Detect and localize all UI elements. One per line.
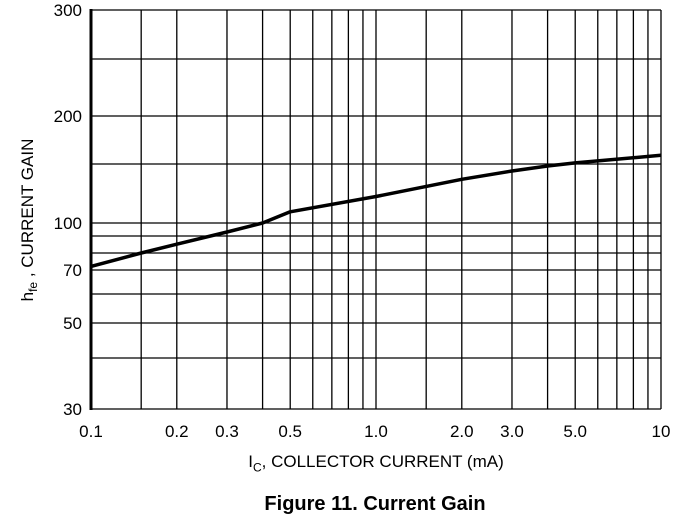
- x-tick-label: 3.0: [500, 422, 524, 441]
- figure-title: Figure 11. Current Gain: [264, 493, 486, 515]
- y-tick-label: 50: [63, 314, 82, 333]
- y-tick-label: 70: [63, 261, 82, 280]
- x-axis-label: IC, COLLECTOR CURRENT (mA): [248, 452, 504, 475]
- x-tick-label: 1.0: [364, 422, 388, 441]
- y-tick-label: 300: [54, 1, 82, 20]
- y-tick-label: 30: [63, 400, 82, 419]
- x-tick-label: 0.5: [278, 422, 302, 441]
- current-gain-curve: [90, 153, 662, 269]
- x-tick-label: 0.3: [215, 422, 239, 441]
- y-tick-label: 100: [54, 214, 82, 233]
- y-axis-label: hfe , CURRENT GAIN: [17, 138, 41, 302]
- x-tick-label: 5.0: [563, 422, 587, 441]
- x-tick-label: 2.0: [450, 422, 474, 441]
- x-tick-label: 10: [652, 422, 671, 441]
- x-tick-label: 0.2: [165, 422, 189, 441]
- y-tick-label: 200: [54, 107, 82, 126]
- x-tick-label: 0.1: [79, 422, 103, 441]
